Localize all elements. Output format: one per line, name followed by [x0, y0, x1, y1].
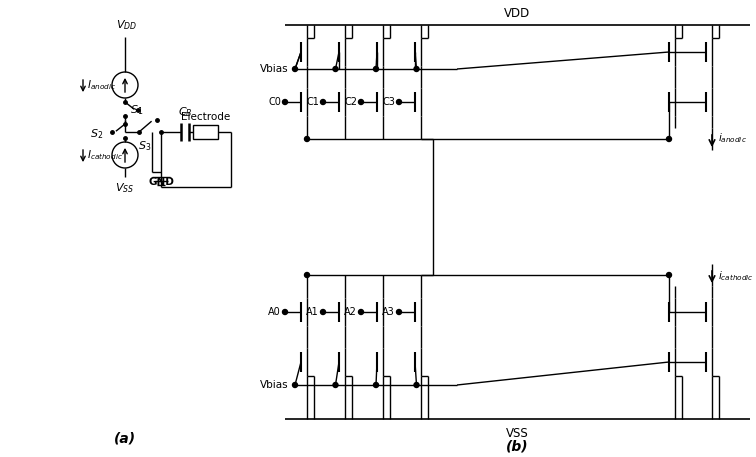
Text: VDD: VDD [504, 7, 531, 20]
Text: $C_B$: $C_B$ [178, 105, 192, 119]
Text: (b): (b) [507, 440, 528, 454]
Text: $I_{anodic}$: $I_{anodic}$ [87, 78, 116, 92]
Circle shape [667, 137, 671, 142]
Text: Vbias: Vbias [260, 380, 289, 390]
Circle shape [321, 309, 326, 314]
Circle shape [396, 309, 401, 314]
Text: $i_{anodic}$: $i_{anodic}$ [718, 131, 747, 145]
Circle shape [293, 383, 298, 388]
Circle shape [373, 67, 379, 71]
Text: Electrode: Electrode [181, 112, 231, 122]
Circle shape [283, 309, 287, 314]
Text: $i_{cathodic}$: $i_{cathodic}$ [718, 269, 754, 283]
Text: Vbias: Vbias [260, 64, 289, 74]
Bar [193, 125, 218, 139]
Text: A3: A3 [383, 307, 395, 317]
Text: $V_{SS}$: $V_{SS}$ [116, 181, 135, 195]
Text: C2: C2 [344, 97, 357, 107]
Text: $V_{DD}$: $V_{DD}$ [116, 18, 138, 32]
Circle shape [333, 67, 338, 71]
Circle shape [358, 309, 364, 314]
Circle shape [414, 67, 419, 71]
Text: GND: GND [148, 177, 174, 187]
Circle shape [373, 383, 379, 388]
Text: VSS: VSS [506, 427, 529, 440]
Circle shape [396, 100, 401, 105]
Text: $S_2$: $S_2$ [90, 127, 103, 141]
Text: A2: A2 [344, 307, 357, 317]
Circle shape [305, 272, 309, 277]
Circle shape [293, 67, 298, 71]
Text: A1: A1 [306, 307, 319, 317]
Text: A0: A0 [268, 307, 281, 317]
Circle shape [414, 383, 419, 388]
Text: $I_{cathodic}$: $I_{cathodic}$ [87, 148, 123, 162]
Circle shape [305, 137, 309, 142]
Text: C3: C3 [382, 97, 395, 107]
Circle shape [667, 272, 671, 277]
Text: C1: C1 [306, 97, 319, 107]
Circle shape [321, 100, 326, 105]
Text: $S_3$: $S_3$ [138, 139, 152, 153]
Text: (a): (a) [114, 432, 136, 446]
Circle shape [283, 100, 287, 105]
Circle shape [333, 383, 338, 388]
Text: C0: C0 [268, 97, 281, 107]
Text: $S_1$: $S_1$ [130, 103, 144, 117]
Circle shape [358, 100, 364, 105]
